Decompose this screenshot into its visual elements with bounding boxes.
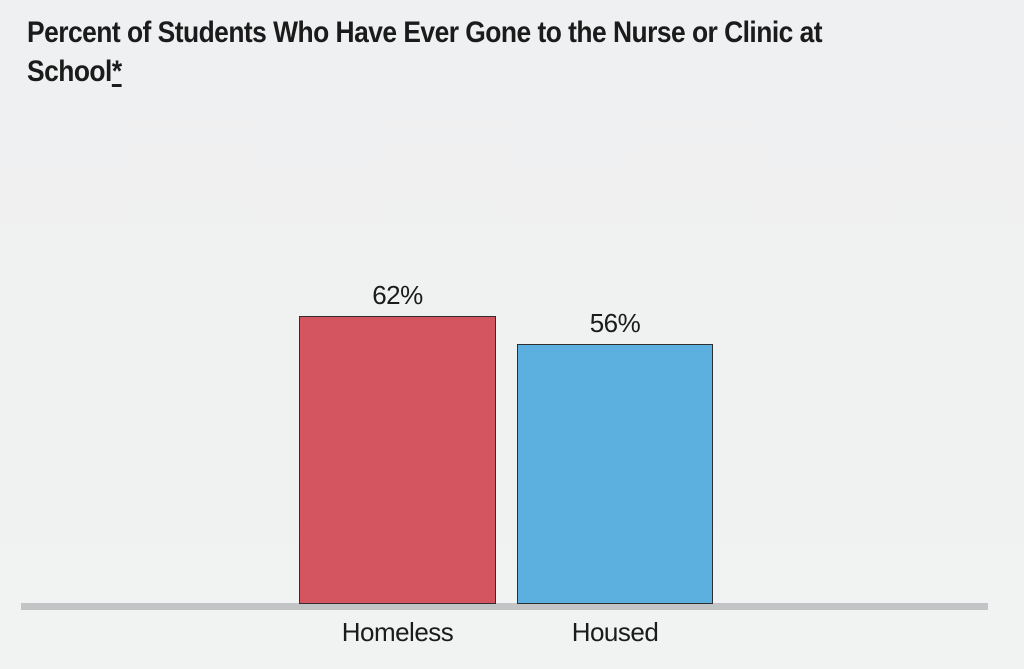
category-label-homeless: Homeless bbox=[341, 617, 454, 647]
bar-housed bbox=[517, 344, 713, 604]
footnote-asterisk: * bbox=[111, 55, 122, 88]
x-axis-baseline bbox=[21, 603, 988, 610]
bar-value-label-housed: 56% bbox=[589, 308, 641, 338]
chart-title-line1: Percent of Students Who Have Ever Gone t… bbox=[27, 16, 823, 49]
bar-value-label-homeless: 62% bbox=[372, 280, 423, 310]
bar-homeless bbox=[299, 316, 496, 604]
chart-title: Percent of Students Who Have Ever Gone t… bbox=[27, 13, 823, 91]
chart-title-line2: School bbox=[27, 55, 112, 88]
chart-title-line2-wrap: School* bbox=[27, 52, 822, 91]
category-label-housed: Housed bbox=[571, 617, 659, 647]
